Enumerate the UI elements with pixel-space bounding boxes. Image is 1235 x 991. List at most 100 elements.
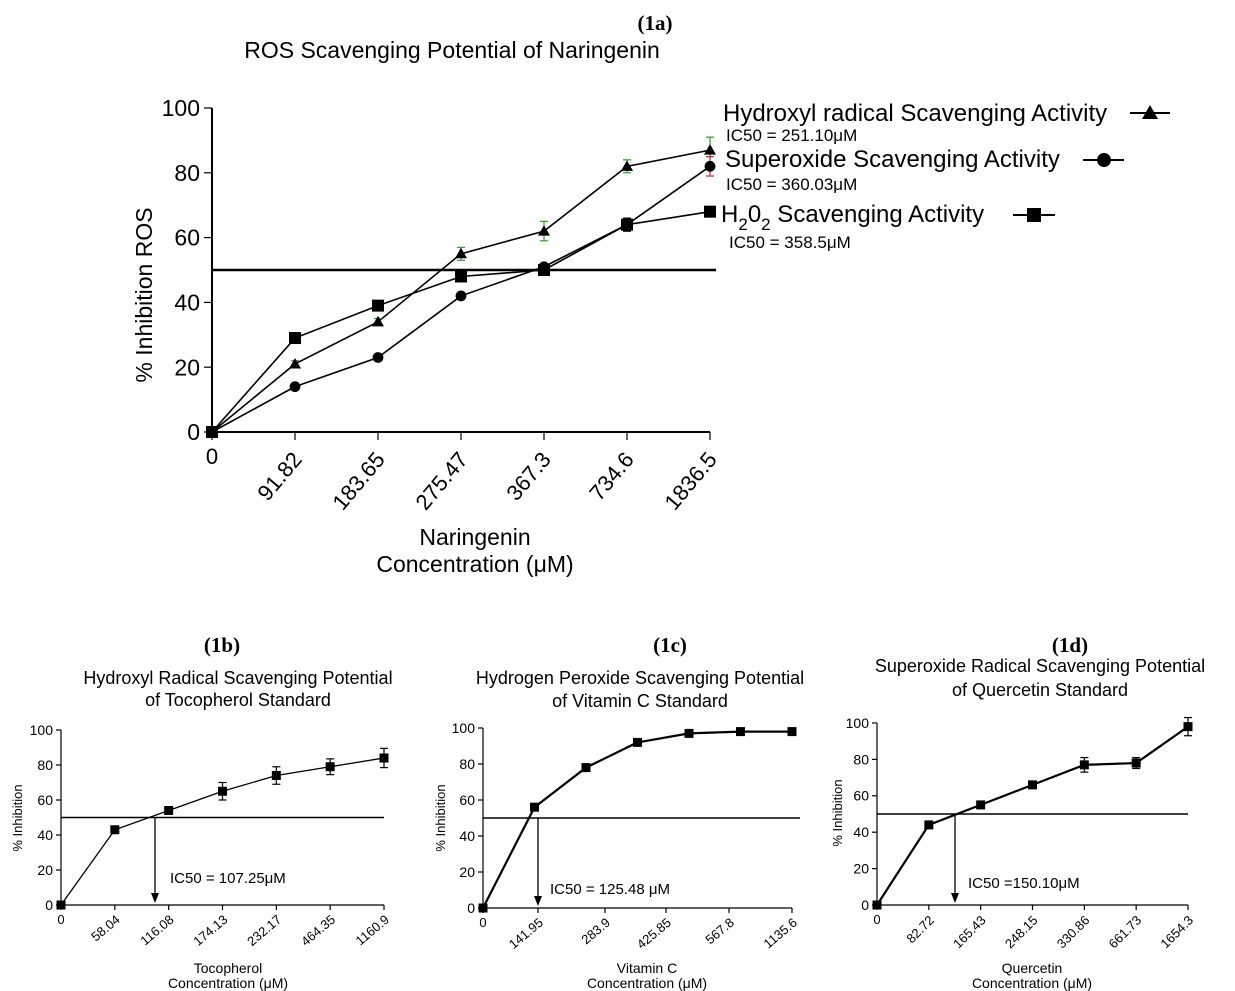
- panel-1b-title-line1: Hydroxyl Radical Scavenging Potential: [83, 668, 392, 688]
- panel-1d-series-0-point: [924, 820, 934, 830]
- panel-1c-ic50-arrowhead: [534, 896, 542, 906]
- panel-1d-series-0-point: [872, 900, 882, 910]
- panel-1d-ytick-label: 0: [861, 897, 869, 913]
- panel-1d-xlabel-line2: Concentration (μM): [972, 975, 1092, 991]
- panel-1d-xtick-label: 661.73: [1106, 913, 1145, 952]
- panel-1b-ytick-label: 40: [37, 827, 53, 843]
- panel-1b-xtick-label: 1160.9: [353, 912, 392, 948]
- legend-hydroxyl-symbol: [1130, 105, 1170, 119]
- panel-1a-series-1-point: [372, 352, 384, 363]
- panel-1c-xtick-label: 425.85: [634, 915, 674, 952]
- panel-1c-ylabel: % Inhibition: [433, 784, 448, 851]
- panel-1d-xtick-label: 82.72: [903, 913, 937, 947]
- panel-1b-xtick-label: 174.13: [190, 912, 230, 949]
- panel-1c-ytick-label: 60: [459, 792, 475, 808]
- panel-1c-ytick-label: 0: [467, 900, 475, 916]
- panel-1c-xtick-label: 141.95: [506, 915, 546, 952]
- panel-1a-xtick-label: 0: [206, 444, 218, 469]
- panel-1a-series-1-point: [704, 160, 716, 172]
- panel-1a-xtick-label: 91.82: [252, 447, 307, 505]
- panel-1a-series-1-point: [289, 381, 301, 393]
- panel-1d-ic50-arrowhead: [951, 893, 959, 903]
- panel-1a-series-2-point: [704, 205, 716, 218]
- panel-1d-ylabel: % Inhibition: [830, 779, 845, 846]
- panel-1c-title-line1: Hydrogen Peroxide Scavenging Potential: [476, 668, 804, 688]
- panel-1c-series-0-point: [581, 763, 591, 773]
- legend-superoxide-ic50: IC50 = 360.03μM: [726, 175, 857, 194]
- legend-h2o2-name: H202 Scavenging Activity: [721, 201, 984, 234]
- panel-1d-xtick-label: 165.43: [950, 913, 989, 952]
- panel-1c-ytick-label: 40: [459, 828, 475, 844]
- panel-1a-series-2-point: [206, 426, 218, 438]
- panel-1b-ytick-label: 100: [30, 722, 54, 738]
- panel-1a-ytick-label: 100: [162, 95, 200, 121]
- panel-1d-series-0-point: [1131, 758, 1141, 768]
- legend-superoxide-name: Superoxide Scavenging Activity: [725, 146, 1060, 173]
- panel-1b-series-0-point: [110, 825, 120, 835]
- panel-1d-label: (1d): [1052, 633, 1088, 657]
- panel-1a-label: (1a): [638, 11, 673, 35]
- panel-1a-series-2-point: [621, 218, 633, 231]
- panel-1a-xtick-label: 734.6: [584, 447, 639, 505]
- legend-h2o2-symbol: [1013, 208, 1055, 222]
- panel-1b-series-0-point: [325, 762, 335, 772]
- panel-1a-xtick-label: 183.65: [327, 447, 389, 515]
- panel-1b-label: (1b): [204, 633, 240, 657]
- panel-1c-series-0-point: [633, 737, 642, 747]
- panel-1a-xtick-label: 367.3: [501, 447, 556, 505]
- legend-hydroxyl-ic50: IC50 = 251.10μM: [726, 126, 857, 145]
- panel-1b-ytick-label: 20: [37, 862, 53, 878]
- panel-1b-ic50-label: IC50 = 107.25μM: [170, 870, 286, 887]
- panel-1b-ic50-arrowhead: [151, 893, 159, 903]
- legend-superoxide-symbol: [1083, 153, 1124, 167]
- panel-1b-series-0-point: [164, 806, 174, 815]
- panel-1c-xtick-label: 567.8: [702, 915, 737, 947]
- panel-1d-ytick-label: 20: [853, 861, 869, 877]
- panel-1d-series-0-point: [1028, 780, 1037, 790]
- panel-1a-series-2-point: [538, 264, 550, 276]
- panel-1c-xtick-label: 1135.6: [761, 915, 800, 951]
- panel-1c-ytick-label: 100: [452, 720, 476, 736]
- panel-1a-ylabel: % Inhibition ROS: [131, 207, 157, 382]
- panel-1b-xlabel-line2: Concentration (μM): [168, 975, 288, 991]
- panel-1b-xtick-label: 232.17: [244, 912, 284, 949]
- panel-1b-series-0-point: [379, 753, 389, 763]
- panel-1d-title-line2: of Quercetin Standard: [952, 680, 1128, 700]
- panel-1b-xlabel-line1: Tocopherol: [194, 960, 263, 976]
- panel-1d-series-0-point: [976, 800, 986, 810]
- panel-1a-title: ROS Scavenging Potential of Naringenin: [244, 37, 660, 63]
- panel-1d-ic50-label: IC50 =150.10μM: [968, 875, 1080, 892]
- panel-1a-xlabel-line1: Naringenin: [419, 524, 530, 550]
- panel-1c-xtick-label: 0: [479, 915, 486, 930]
- panel-1a-xlabel-line2: Concentration (μM): [376, 551, 573, 577]
- panel-1a-series-0-point: [704, 144, 716, 155]
- legend-hydroxyl-name: Hydroxyl radical Scavenging Activity: [723, 100, 1107, 127]
- panel-1d-xtick-label: 1654.3: [1157, 913, 1196, 952]
- panel-1d-ytick-label: 100: [846, 715, 870, 731]
- panel-1a-ytick-label: 20: [174, 354, 200, 380]
- panel-1d-xtick-label: 0: [873, 912, 880, 927]
- panel-1b-xtick-label: 464.35: [298, 912, 338, 949]
- panel-1d-title-line1: Superoxide Radical Scavenging Potential: [875, 656, 1205, 676]
- panel-1b-ytick-label: 80: [37, 757, 53, 773]
- panel-1a-series-0-point: [289, 357, 301, 369]
- panel-1c-xtick-label: 283.9: [578, 915, 613, 947]
- panel-1c-ytick-label: 20: [459, 864, 475, 880]
- panel-1b-ytick-label: 60: [37, 792, 53, 808]
- panel-1c-ytick-label: 80: [459, 756, 475, 772]
- panel-1d-series-0-point: [1079, 760, 1089, 770]
- panel-1a-series-2-point: [289, 332, 301, 345]
- panel-1b-xtick-label: 58.04: [88, 912, 123, 944]
- panel-1d-xlabel-line1: Quercetin: [1002, 960, 1063, 976]
- panel-1d-ytick-label: 60: [853, 788, 869, 804]
- panel-1a-ytick-label: 0: [187, 419, 200, 445]
- panel-1a-series-2-line: [211, 210, 711, 433]
- legend-h2o2-ic50: IC50 = 358.5μM: [729, 233, 851, 252]
- panel-1d-xtick-label: 248.15: [1002, 913, 1041, 952]
- panel-1a-series-0-point: [372, 315, 384, 327]
- panel-1a-series-0-point: [538, 225, 550, 236]
- panel-1c-xlabel-line2: Concentration (μM): [587, 975, 707, 991]
- panel-1a-ytick-label: 60: [174, 225, 200, 251]
- panel-1a-series-2-point: [455, 270, 467, 283]
